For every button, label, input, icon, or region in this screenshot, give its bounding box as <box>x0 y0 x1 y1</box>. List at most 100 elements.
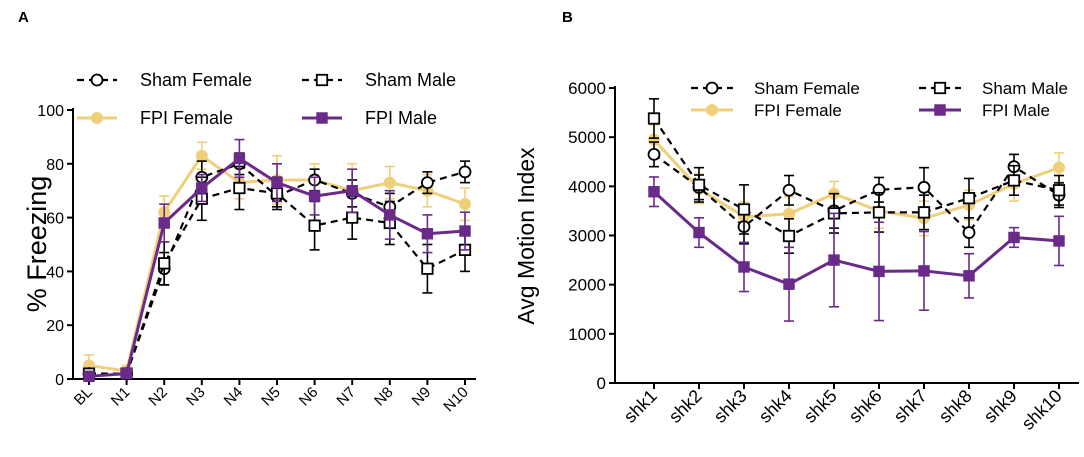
y-tick-label: 2000 <box>568 276 606 295</box>
series-line <box>652 138 1060 220</box>
x-tick-label: N5 <box>258 384 284 410</box>
legend-entry: FPI Female <box>77 108 233 128</box>
x-tick-label: N4 <box>221 384 247 410</box>
data-point <box>158 217 170 229</box>
legend-marker <box>90 73 104 87</box>
legend-label: Sham Male <box>982 79 1068 98</box>
x-tick-label: N2 <box>145 384 171 410</box>
legend-entry: Sham Female <box>691 79 860 98</box>
x-tick-label: N8 <box>371 384 397 410</box>
legend-marker <box>933 81 947 95</box>
series-line <box>653 117 1060 238</box>
data-point <box>918 265 930 277</box>
data-point <box>647 112 661 125</box>
series-fpi-female <box>648 124 1065 237</box>
x-tick-label: shk6 <box>845 386 886 427</box>
legend-entry: FPI Female <box>691 101 842 120</box>
data-point <box>917 180 931 194</box>
series-line <box>653 153 1060 235</box>
data-point <box>233 181 246 195</box>
y-tick-label: 40 <box>46 264 64 281</box>
x-tick-label: N7 <box>333 384 359 410</box>
data-point <box>693 226 705 239</box>
panel-label: B <box>562 9 573 26</box>
legend-label: Sham Male <box>365 70 456 90</box>
data-point <box>783 278 795 290</box>
legend-label: FPI Female <box>140 108 233 128</box>
series-fpi-male <box>83 138 471 383</box>
legend-entry: Sham Male <box>919 79 1068 98</box>
legend-marker <box>706 104 718 116</box>
data-point <box>195 149 208 162</box>
legend-label: FPI Male <box>365 108 437 128</box>
data-point <box>346 211 359 224</box>
data-point <box>420 176 434 190</box>
y-tick-label: 80 <box>46 157 64 174</box>
legend-marker <box>316 112 328 124</box>
data-point <box>962 192 976 205</box>
legend-marker <box>705 81 719 95</box>
y-tick-label: 100 <box>37 103 64 120</box>
data-point <box>271 176 283 189</box>
data-point <box>782 183 796 197</box>
data-point <box>196 182 208 194</box>
x-tick-label: BL <box>71 384 96 409</box>
y-tick-label: 20 <box>46 318 64 335</box>
data-point <box>384 209 396 221</box>
data-point <box>308 190 321 202</box>
y-tick-label: 3000 <box>568 227 606 246</box>
y-tick-label: 6000 <box>568 79 606 98</box>
y-tick-label: 1000 <box>568 325 606 344</box>
legend-entry: FPI Male <box>302 108 437 128</box>
data-point <box>120 367 133 380</box>
y-axis-label: % Freezing <box>22 176 52 313</box>
x-tick-label: shk2 <box>665 386 706 427</box>
data-point <box>158 257 171 270</box>
series-line <box>89 186 466 375</box>
y-tick-label: 0 <box>597 374 606 393</box>
legend-entry: Sham Female <box>77 70 252 90</box>
legend-label: FPI Female <box>754 101 842 120</box>
x-tick-label: shk1 <box>620 386 661 427</box>
data-point <box>1053 235 1065 247</box>
data-point <box>83 370 95 383</box>
data-point <box>828 254 840 266</box>
legend-label: Sham Female <box>754 79 860 98</box>
x-tick-label: shk9 <box>980 386 1021 427</box>
y-axis-label: Avg Motion Index <box>513 147 539 325</box>
data-point <box>1053 161 1065 174</box>
x-tick-label: shk4 <box>755 386 796 427</box>
panel-a: A 0 20 40 60 80 100 BL N1 N2 N3 N4 N5 N6 N7 N8 N9 N10 % Fr… <box>18 9 476 415</box>
x-tick-label: N10 <box>440 384 471 415</box>
series-fpi-male <box>648 176 1065 322</box>
data-point <box>459 225 471 237</box>
data-point <box>872 206 886 219</box>
y-tick-label: 4000 <box>568 177 606 196</box>
panel-label: A <box>18 9 29 26</box>
data-point <box>963 270 975 282</box>
data-point <box>1008 231 1020 244</box>
y-tick-label: 5000 <box>568 128 606 147</box>
data-point <box>346 184 358 197</box>
data-point <box>421 228 434 240</box>
y-tick-label: 0 <box>55 372 64 389</box>
legend-marker <box>91 112 103 124</box>
data-point <box>308 219 321 232</box>
data-point <box>383 176 396 189</box>
x-tick-label: N6 <box>296 384 322 410</box>
data-point <box>873 265 885 278</box>
data-point <box>917 206 931 219</box>
x-tick-label: N3 <box>183 384 209 410</box>
legend-entry: FPI Male <box>919 101 1050 120</box>
legend-label: FPI Male <box>982 101 1050 120</box>
x-tick-label: shk8 <box>935 386 976 427</box>
data-point <box>233 152 246 165</box>
x-tick-label: shk7 <box>890 386 931 427</box>
legend-label: Sham Female <box>140 70 252 90</box>
y-tick-label: 60 <box>46 211 64 228</box>
legend-entry: Sham Male <box>302 70 456 90</box>
data-point <box>692 178 706 191</box>
data-point <box>458 165 472 179</box>
data-point <box>648 186 660 198</box>
